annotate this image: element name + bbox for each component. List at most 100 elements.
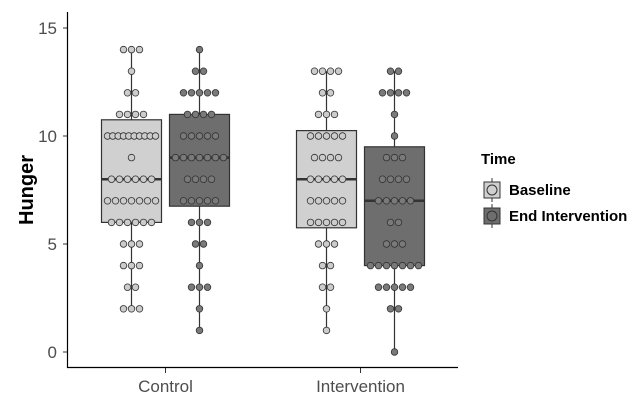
data-point [195,261,204,270]
data-point [195,283,204,291]
data-point [326,67,335,75]
data-point [195,218,204,227]
y-axis-ticks: 0 5 10 15 [38,19,68,362]
data-point [322,110,331,119]
data-point [322,132,331,140]
data-point [179,153,188,162]
data-point [390,132,399,140]
data-point [139,218,148,227]
data-point [338,132,347,140]
data-point [187,89,196,97]
data-point [171,153,180,162]
data-point [322,175,331,183]
data-point [318,261,327,270]
data-point [398,197,407,205]
data-point [147,175,156,183]
data-point [306,218,315,227]
data-point [386,89,395,97]
data-point [119,305,128,313]
data-point [135,305,144,313]
data-point [195,326,204,335]
data-point [382,153,391,162]
point-series-group [103,45,423,356]
data-point [191,110,200,119]
x-tick-label: Intervention [316,377,405,394]
data-point [119,197,128,205]
data-point [199,175,208,183]
data-point [187,283,196,291]
x-axis-ticks: Control Intervention [138,368,405,394]
data-point [183,110,192,119]
legend-background [474,142,634,232]
data-point [203,218,212,227]
data-point [314,175,323,183]
data-point [394,89,403,97]
legend: Time Baseline End Intervention [474,142,634,232]
data-point [378,175,387,183]
data-point [211,197,220,205]
data-point [394,67,403,75]
legend-key-baseline [483,178,501,202]
data-point [390,110,399,119]
data-point [402,89,411,97]
data-point [211,132,220,140]
data-point [326,89,335,97]
data-point [187,218,196,227]
data-point [199,110,208,119]
data-point [195,89,204,97]
data-point [203,283,212,291]
data-point [338,218,347,227]
data-point [107,218,116,227]
data-point [406,283,415,291]
data-point [306,175,315,183]
data-point [374,283,383,291]
data-point [398,153,407,162]
data-point [107,175,116,183]
data-point [306,132,315,140]
data-point [127,153,136,162]
data-point [135,197,144,205]
data-point [402,175,411,183]
x-tick-label: Control [138,377,193,394]
data-point [386,175,395,183]
data-point [330,218,339,227]
data-point [127,67,136,75]
data-point [119,240,128,248]
data-point [390,240,399,248]
data-point [322,218,331,227]
data-point [338,197,347,205]
data-point [179,132,188,140]
data-point [187,132,196,140]
data-point [366,261,375,270]
data-point [334,153,343,162]
data-point [123,110,132,119]
data-point [406,197,415,205]
data-point [123,283,132,291]
data-point [131,175,140,183]
data-point [179,197,188,205]
data-point [326,153,335,162]
data-point [135,240,144,248]
data-point [195,45,204,54]
data-point [191,67,200,75]
data-point [195,153,204,162]
data-point [191,240,200,248]
data-point [203,132,212,140]
data-point [330,197,339,205]
y-tick-label: 0 [48,343,57,362]
data-point [330,132,339,140]
data-point [211,89,220,97]
data-point [382,283,391,291]
data-point [127,197,136,205]
data-point [131,110,140,119]
data-point [326,283,335,291]
data-point [314,240,323,248]
data-point [187,197,196,205]
data-point [374,261,383,270]
data-point [127,240,136,248]
data-point [394,305,403,313]
data-point [330,175,339,183]
data-point [135,261,144,270]
data-point [119,261,128,270]
data-point [115,218,124,227]
